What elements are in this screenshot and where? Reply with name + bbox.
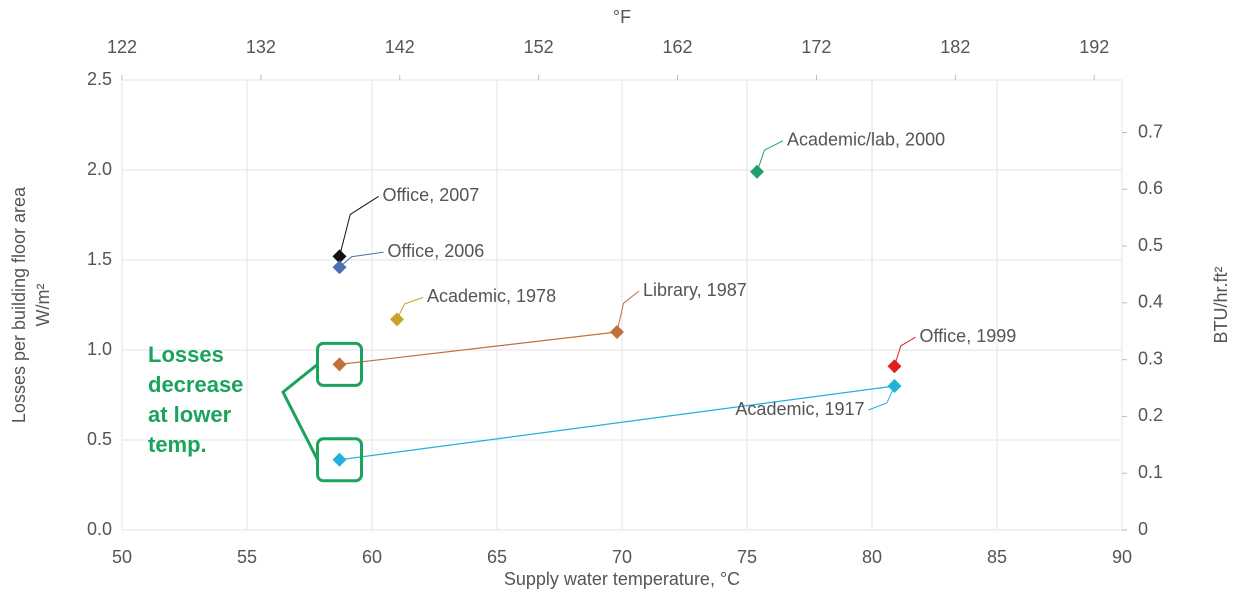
y2-tick-label: 0.7	[1138, 121, 1163, 141]
point	[390, 312, 404, 327]
point-label: Library, 1987	[643, 280, 747, 300]
point	[332, 452, 347, 467]
point-label: Academic/lab, 2000	[787, 130, 945, 150]
connector-line	[339, 331, 618, 365]
y-tick-label: 0.5	[87, 429, 112, 449]
x2-tick-label: 142	[385, 37, 415, 57]
leader-line	[339, 251, 384, 268]
point	[610, 325, 624, 339]
x-tick-label: 50	[112, 547, 132, 567]
x-tick-label: 75	[737, 547, 757, 567]
x2-tick-label: 152	[524, 37, 554, 57]
x-tick-label: 80	[862, 547, 882, 567]
x-tick-label: 85	[987, 547, 1007, 567]
point	[332, 249, 347, 264]
leader-line	[396, 296, 424, 320]
annotation: Losses	[148, 342, 224, 367]
x-tick-label: 60	[362, 547, 382, 567]
point	[887, 359, 902, 374]
leader-line	[868, 385, 895, 411]
leader-line	[894, 336, 916, 367]
y2-tick-label: 0.6	[1138, 178, 1163, 198]
leader-line	[756, 140, 784, 172]
leader-line	[339, 195, 379, 257]
point	[750, 164, 764, 179]
x2-tick-label: 162	[663, 37, 693, 57]
x2-axis-label: °F	[613, 7, 631, 27]
y-tick-label: 2.5	[87, 69, 112, 89]
annotation: at lower	[148, 402, 232, 427]
leader-line	[616, 290, 640, 333]
x-tick-label: 70	[612, 547, 632, 567]
bracket	[281, 363, 319, 461]
y2-tick-label: 0	[1138, 519, 1148, 539]
x-tick-label: 55	[237, 547, 257, 567]
y-tick-label: 0.0	[87, 519, 112, 539]
x-tick-label: 90	[1112, 547, 1132, 567]
annotation: temp.	[148, 432, 207, 457]
y-axis-label: Losses per building floor area	[9, 186, 29, 423]
connector-line	[339, 385, 895, 461]
x2-tick-label: 172	[801, 37, 831, 57]
x2-tick-label: 122	[107, 37, 137, 57]
y2-tick-label: 0.3	[1138, 348, 1163, 368]
point	[332, 260, 347, 275]
y2-axis-label: BTU/hr.ft²	[1211, 266, 1231, 343]
y-tick-label: 1.5	[87, 249, 112, 269]
x2-tick-label: 132	[246, 37, 276, 57]
point-label: Academic, 1917	[735, 399, 864, 419]
x2-tick-label: 182	[940, 37, 970, 57]
point	[887, 379, 902, 393]
y-tick-label: 1.0	[87, 339, 112, 359]
point-label: Office, 2006	[388, 241, 485, 261]
y2-tick-label: 0.5	[1138, 235, 1163, 255]
x-axis-label: Supply water temperature, °C	[504, 569, 740, 589]
y-tick-label: 2.0	[87, 159, 112, 179]
point	[332, 357, 347, 372]
y2-tick-label: 0.2	[1138, 405, 1163, 425]
annotation: decrease	[148, 372, 243, 397]
y-axis-label: W/m²	[33, 284, 53, 327]
point-label: Office, 1999	[920, 326, 1017, 346]
point-label: Office, 2007	[383, 185, 480, 205]
y2-tick-label: 0.4	[1138, 292, 1163, 312]
x-tick-label: 65	[487, 547, 507, 567]
point-label: Academic, 1978	[427, 286, 556, 306]
x2-tick-label: 192	[1079, 37, 1109, 57]
y2-tick-label: 0.1	[1138, 462, 1163, 482]
